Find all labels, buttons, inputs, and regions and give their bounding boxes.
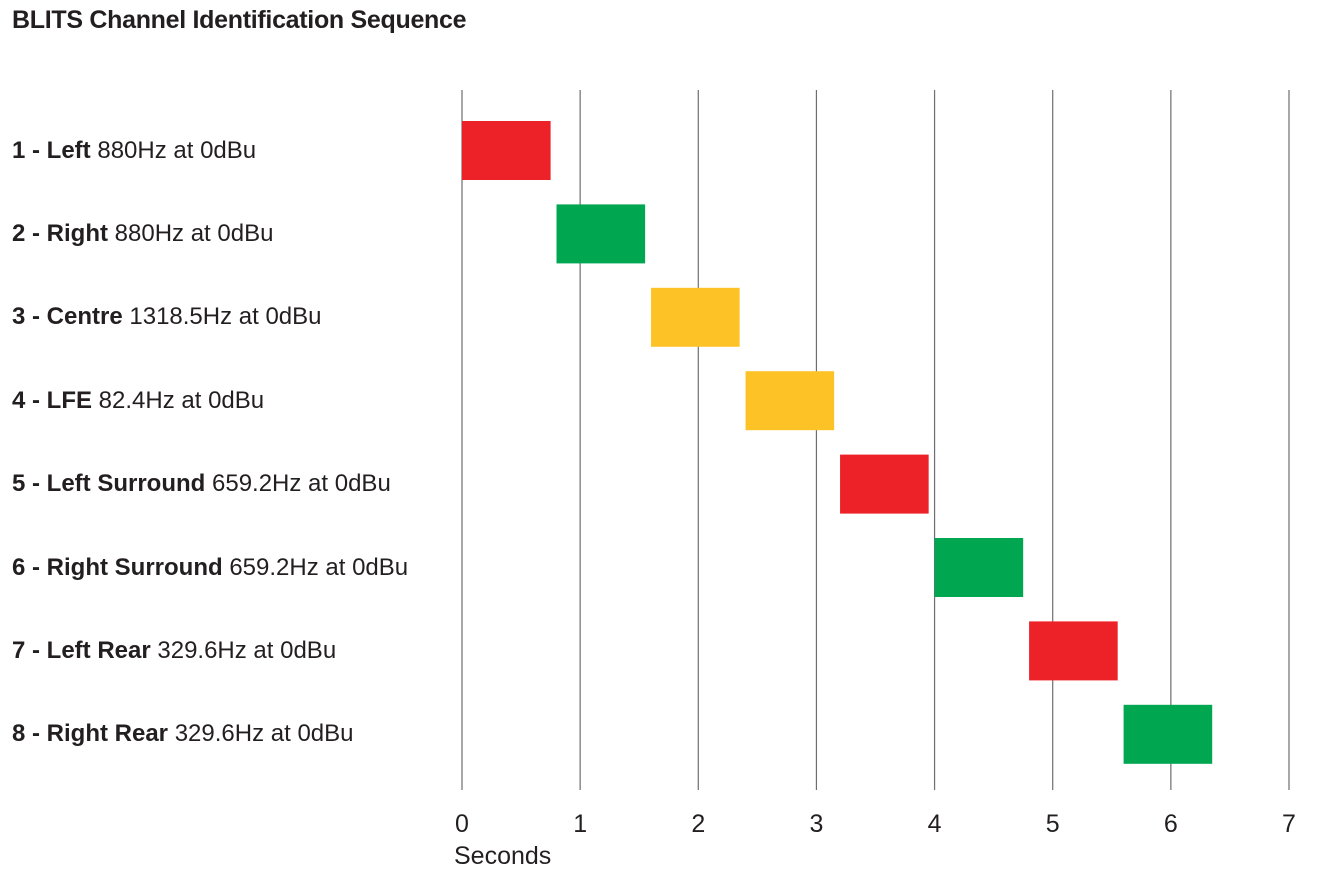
channel-label-3: 3 - Centre 1318.5Hz at 0dBu [12,303,322,331]
channel-bar-2 [556,204,646,264]
channel-name: 1 - Left [12,136,91,164]
channel-name: 4 - LFE [12,386,93,414]
channel-detail: 329.6Hz at 0dBu [168,720,354,748]
channel-label-2: 2 - Right 880Hz at 0dBu [12,220,273,248]
x-tick-label: 4 [928,810,942,838]
channel-bar-1 [462,121,551,180]
channel-label-8: 8 - Right Rear 329.6Hz at 0dBu [12,720,354,748]
channel-bar-5 [840,454,929,514]
channel-label-5: 5 - Left Surround 659.2Hz at 0dBu [12,470,391,498]
channel-label-6: 6 - Right Surround 659.2Hz at 0dBu [12,554,408,582]
channel-label-1: 1 - Left 880Hz at 0dBu [12,137,256,165]
channel-bar-7 [1029,621,1118,681]
channel-name: 7 - Left Rear [12,636,151,664]
channel-label-4: 4 - LFE 82.4Hz at 0dBu [12,387,264,415]
channel-detail: 329.6Hz at 0dBu [150,636,337,664]
chart-title: BLITS Channel Identification Sequence [12,6,467,34]
channel-detail: 82.4Hz at 0dBu [92,386,265,414]
channel-detail: 880Hz at 0dBu [108,219,274,247]
x-tick-label: 2 [691,810,705,838]
channel-bar-3 [651,287,740,347]
channel-detail: 1318.5Hz at 0dBu [122,303,322,331]
channel-detail: 659.2Hz at 0dBu [222,553,409,581]
channel-detail: 659.2Hz at 0dBu [205,470,391,498]
channel-detail: 880Hz at 0dBu [90,136,257,164]
channel-name: 3 - Centre [12,303,123,331]
x-axis-title: Seconds [454,842,551,870]
channel-name: 5 - Left Surround [12,470,206,498]
channel-name: 6 - Right Surround [12,553,223,581]
channel-bar-4 [745,371,835,431]
channel-bar-6 [934,538,1024,597]
x-tick-label: 5 [1046,810,1060,838]
x-tick-label: 1 [573,810,587,838]
channel-name: 8 - Right Rear [12,720,169,748]
x-tick-label: 3 [809,810,823,838]
x-tick-label: 0 [455,810,469,838]
channel-label-7: 7 - Left Rear 329.6Hz at 0dBu [12,637,336,665]
channel-bar-8 [1123,704,1213,764]
channel-name: 2 - Right [12,219,108,247]
x-tick-label: 7 [1282,810,1296,838]
x-tick-label: 6 [1164,810,1178,838]
